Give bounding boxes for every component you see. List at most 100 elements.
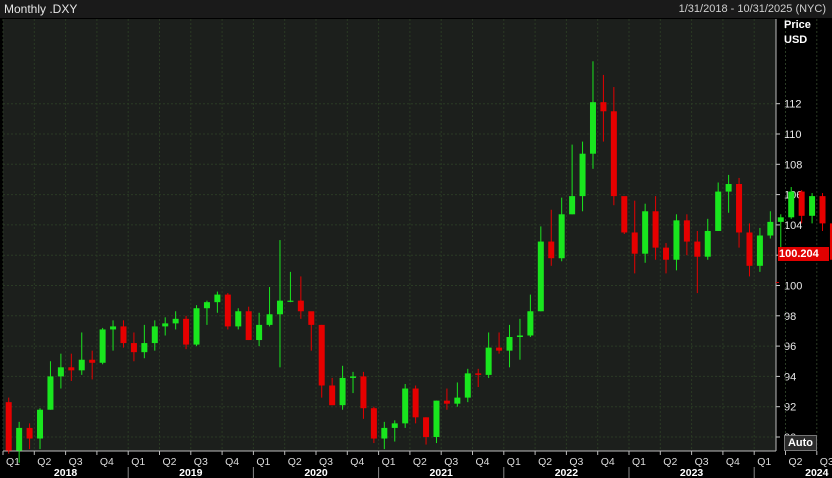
candle-down [297, 300, 304, 312]
candle-down [496, 347, 503, 351]
quarter-label: Q3 [695, 456, 709, 468]
quarter-label: Q3 [69, 456, 83, 468]
candle-up [464, 373, 471, 398]
quarter-label: Q3 [569, 456, 583, 468]
candle-down [798, 191, 805, 216]
candle-up [642, 211, 649, 254]
price-tick-label: 94 [784, 371, 796, 383]
candle-down [652, 211, 659, 248]
quarter-label: Q3 [194, 456, 208, 468]
candle-up [788, 191, 795, 218]
year-label: 2021 [430, 467, 454, 478]
candle-up [78, 359, 85, 371]
quarter-label: Q2 [163, 456, 177, 468]
price-tick-label: 110 [784, 129, 802, 141]
candle-up [809, 196, 816, 216]
quarter-label: Q1 [6, 456, 20, 468]
candle-down [443, 400, 450, 404]
candle-down [26, 427, 33, 439]
candle-up [485, 347, 492, 375]
price-tick-label: 104 [784, 220, 802, 232]
auto-scale-button[interactable]: Auto [784, 435, 817, 451]
candle-down [663, 247, 670, 260]
candle-up [579, 153, 586, 197]
candle-down [736, 183, 743, 233]
candle-up [589, 102, 596, 154]
quarter-label: Q2 [37, 456, 51, 468]
candle-down [224, 294, 231, 327]
candle-up [558, 214, 565, 259]
candle-down [829, 223, 832, 260]
candle-down [130, 343, 137, 353]
year-label: 2020 [304, 467, 328, 478]
year-label: 2018 [54, 467, 78, 478]
candle-down [746, 232, 753, 266]
candle-up [172, 318, 179, 324]
quarter-label: Q4 [225, 456, 239, 468]
candle-down [600, 102, 607, 112]
candle-up [777, 217, 784, 222]
candle-down [412, 388, 419, 418]
quarter-label: Q4 [476, 456, 490, 468]
candle-down [631, 232, 638, 254]
candle-up [756, 235, 763, 266]
quarter-label: Q2 [663, 456, 677, 468]
quarter-label: Q1 [757, 456, 771, 468]
year-label: 2024 [805, 467, 829, 478]
quarter-label: Q1 [382, 456, 396, 468]
quarter-label: Q2 [538, 456, 552, 468]
quarter-label: Q1 [507, 456, 521, 468]
quarter-label: Q4 [726, 456, 740, 468]
candle-up [16, 427, 23, 451]
quarter-label: Q3 [444, 456, 458, 468]
candle-up [527, 311, 534, 336]
candle-down [183, 318, 190, 345]
price-tick-label: 92 [784, 402, 796, 414]
candle-down [329, 385, 336, 406]
candle-up [569, 196, 576, 215]
candle-up [57, 367, 64, 377]
candle-up [339, 377, 346, 406]
candle-down [120, 326, 127, 344]
date-range: 1/31/2018 - 10/31/2025 (NYC) [678, 3, 826, 15]
candle-up [162, 323, 169, 327]
candle-up [47, 376, 54, 410]
price-tick-label: 112 [784, 99, 802, 111]
candle-up [110, 326, 117, 330]
candle-up [266, 314, 273, 325]
candle-up [256, 324, 263, 341]
candle-up [673, 220, 680, 260]
candle-up [203, 302, 210, 309]
quarter-label: Q3 [820, 456, 832, 468]
year-label: 2023 [680, 467, 704, 478]
candle-down [370, 408, 377, 439]
candle-down [694, 241, 701, 257]
quarter-label: Q2 [789, 456, 803, 468]
candle-up [433, 400, 440, 437]
candle-down [548, 241, 555, 259]
quarter-label: Q1 [632, 456, 646, 468]
candle-down [308, 311, 315, 325]
quarter-label: Q1 [256, 456, 270, 468]
candle-down [318, 324, 325, 386]
candle-up [37, 409, 44, 439]
price-tick-label: 108 [784, 159, 802, 171]
candle-up [287, 300, 294, 302]
currency-axis-title: USD [784, 34, 807, 46]
candle-up [537, 241, 544, 312]
price-tick-label: 100 [784, 281, 802, 293]
quarter-label: Q4 [601, 456, 615, 468]
candle-up [151, 326, 158, 344]
chart-header: Monthly .DXY 1/31/2018 - 10/31/2025 (NYC… [0, 0, 832, 18]
quarter-label: Q4 [100, 456, 114, 468]
quarter-label: Q2 [288, 456, 302, 468]
year-label: 2022 [555, 467, 579, 478]
candle-up [381, 427, 388, 439]
candle-up [350, 376, 357, 378]
candle-up [454, 397, 461, 404]
candle-up [402, 388, 409, 424]
candle-down [89, 359, 96, 363]
candle-up [141, 343, 148, 353]
